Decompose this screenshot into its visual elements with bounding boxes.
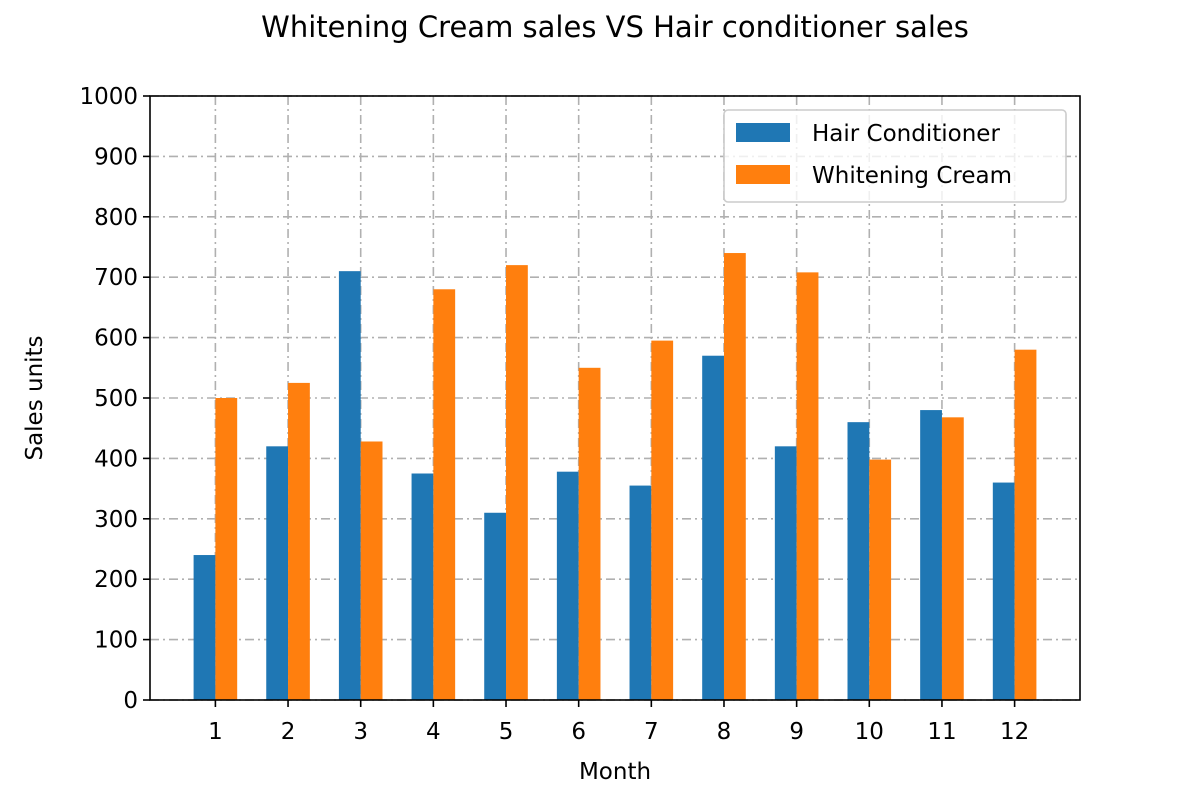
bar-whitening-cream-9 — [796, 272, 819, 700]
bar-whitening-cream-1 — [215, 398, 238, 700]
bar-whitening-cream-3 — [360, 441, 383, 700]
y-tick-label: 700 — [94, 265, 138, 291]
bar-whitening-cream-8 — [723, 253, 746, 701]
bar-hair-conditioner-7 — [629, 485, 652, 700]
bar-whitening-cream-10 — [869, 459, 892, 700]
bar-hair-conditioner-8 — [702, 355, 724, 700]
bar-hair-conditioner-11 — [920, 410, 942, 700]
y-tick-label: 800 — [94, 205, 138, 231]
x-tick-label: 2 — [281, 719, 296, 745]
bar-whitening-cream-5 — [506, 265, 528, 700]
x-tick-label: 6 — [571, 719, 586, 745]
y-tick-label: 200 — [94, 567, 138, 593]
x-tick-label: 1 — [208, 719, 223, 745]
y-tick-label: 100 — [94, 628, 138, 654]
legend-swatch — [736, 123, 790, 142]
chart-title: Whitening Cream sales VS Hair conditione… — [261, 10, 969, 44]
bar-whitening-cream-11 — [941, 417, 964, 700]
bar-whitening-cream-12 — [1014, 349, 1037, 700]
bars — [193, 253, 1037, 701]
legend-frame — [723, 109, 1067, 203]
y-tick-label: 1000 — [79, 84, 138, 110]
y-tick-label: 600 — [94, 326, 138, 352]
legend-label: Hair Conditioner — [812, 121, 1000, 147]
y-tick-label: 400 — [94, 446, 138, 472]
legend: Hair Conditioner Whitening Cream — [723, 109, 1067, 203]
x-tick-label: 9 — [789, 719, 804, 745]
bar-hair-conditioner-9 — [774, 446, 797, 700]
y-tick-label: 900 — [94, 144, 138, 170]
legend-swatch — [736, 165, 790, 184]
bar-hair-conditioner-10 — [847, 422, 870, 700]
bar-whitening-cream-6 — [578, 367, 601, 700]
bar-hair-conditioner-3 — [338, 271, 361, 700]
bar-hair-conditioner-12 — [992, 482, 1015, 700]
x-tick-label: 11 — [927, 719, 956, 745]
legend-label: Whitening Cream — [812, 163, 1012, 189]
y-tick-label: 500 — [94, 386, 138, 412]
bar-hair-conditioner-4 — [411, 473, 434, 700]
x-axis-label: Month — [579, 759, 651, 785]
bar-whitening-cream-2 — [288, 382, 310, 700]
x-tick-label: 8 — [717, 719, 732, 745]
bar-hair-conditioner-2 — [266, 446, 289, 700]
x-tick-label: 4 — [426, 719, 441, 745]
x-tick-label: 10 — [855, 719, 884, 745]
y-tick-label: 300 — [94, 507, 138, 533]
x-tick-label: 12 — [1000, 719, 1029, 745]
bar-hair-conditioner-5 — [484, 512, 507, 700]
x-tick-label: 3 — [353, 719, 368, 745]
y-tick-label: 0 — [123, 688, 138, 714]
bar-hair-conditioner-6 — [556, 471, 579, 700]
x-tick-label: 7 — [644, 719, 659, 745]
x-tick-label: 5 — [499, 719, 514, 745]
y-axis-label: Sales units — [22, 335, 48, 460]
bar-whitening-cream-4 — [433, 289, 456, 700]
bar-whitening-cream-7 — [651, 340, 674, 700]
bar-hair-conditioner-1 — [193, 555, 216, 700]
